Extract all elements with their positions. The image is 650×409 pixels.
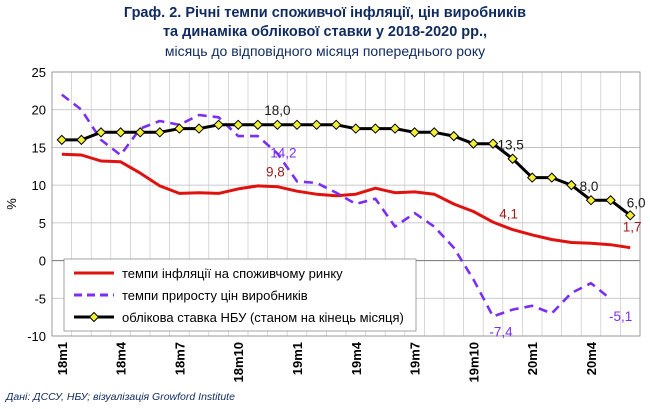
rate-marker xyxy=(272,119,283,131)
data-label: 18,0 xyxy=(264,103,290,118)
y-tick-label: 0 xyxy=(39,254,46,269)
rate-marker xyxy=(311,119,322,131)
cpi-line xyxy=(61,152,631,250)
rate-marker xyxy=(56,134,68,146)
rate-marker xyxy=(526,172,538,183)
data-label: 1,7 xyxy=(623,220,642,235)
rate-marker xyxy=(507,153,518,164)
x-tick-label: 19m4 xyxy=(349,341,364,375)
rate-marker xyxy=(174,123,185,134)
rate-marker xyxy=(389,123,401,134)
rate-marker xyxy=(585,195,597,206)
legend-label: облікова ставка НБУ (станом на кінець мі… xyxy=(122,310,404,325)
rate-marker xyxy=(252,119,264,131)
x-tick-label: 18m1 xyxy=(55,342,70,375)
x-tick-label: 19m10 xyxy=(466,342,481,382)
legend-label: темпи приросту цін виробників xyxy=(122,288,308,303)
legend: темпи інфляції на споживчому ринку темпи … xyxy=(63,258,417,332)
rate-marker xyxy=(193,123,205,134)
rate-marker xyxy=(566,179,577,191)
data-label: 14,2 xyxy=(270,145,296,160)
rate-marker xyxy=(95,127,107,138)
rate-marker xyxy=(409,127,420,138)
x-tick-label: 20m1 xyxy=(525,342,540,375)
x-tick-label: 19m7 xyxy=(408,342,423,375)
x-tick-label: 20m4 xyxy=(584,341,599,375)
rate-marker xyxy=(468,138,479,149)
rate-marker xyxy=(370,123,381,134)
rate-marker xyxy=(487,138,499,149)
rate-marker xyxy=(350,123,362,134)
rate-marker xyxy=(428,127,440,138)
data-label: 9,8 xyxy=(266,165,285,180)
data-label: -7,4 xyxy=(489,324,513,339)
chart-title-line-1: Граф. 2. Річні темпи споживчої інфляції,… xyxy=(123,5,527,21)
x-tick-label: 18m7 xyxy=(172,342,187,375)
x-tick-label: 18m4 xyxy=(114,341,129,375)
chart-title-line-2: та динаміка облікової ставки у 2018-2020… xyxy=(162,24,488,40)
axes: -10 -5 0 5 10 15 20 25 18m1 18m4 18m7 18m10 19m1 19m4… xyxy=(4,65,641,382)
legend-label: темпи інфляції на споживчому ринку xyxy=(122,266,343,281)
rate-marker xyxy=(448,130,460,142)
data-label: 4,1 xyxy=(499,207,518,222)
rate-marker xyxy=(134,127,146,138)
y-tick-label: -10 xyxy=(27,329,46,344)
rate-marker xyxy=(546,172,558,183)
rate-marker xyxy=(76,134,87,146)
rate-marker xyxy=(624,210,636,221)
data-label: 8,0 xyxy=(580,179,599,194)
y-tick-label: 15 xyxy=(32,140,46,155)
y-tick-label: 10 xyxy=(32,178,46,193)
rate-marker xyxy=(605,195,616,206)
legend-box xyxy=(63,258,417,332)
rate-marker xyxy=(232,119,244,131)
ppi-line xyxy=(61,93,612,318)
data-label: 6,0 xyxy=(627,195,646,210)
legend-marker xyxy=(88,311,100,323)
series-lines xyxy=(56,93,636,318)
x-tick-label: 19m1 xyxy=(290,342,305,375)
data-labels: 18,0 13,5 8,0 6,0 14,2 -7,4 -5,1 9,8 4,1 1,7 xyxy=(264,103,645,340)
data-label: 13,5 xyxy=(497,138,523,153)
y-tick-label: -5 xyxy=(34,291,46,306)
source-note: Дані: ДССУ, НБУ; візуалізація Growford I… xyxy=(6,391,235,403)
rate-marker xyxy=(330,119,342,131)
y-axis-label: % xyxy=(4,198,19,210)
plot-border xyxy=(51,71,641,337)
y-tick-label: 5 xyxy=(39,216,46,231)
rate-marker xyxy=(213,119,224,131)
y-tick-label: 20 xyxy=(32,103,46,118)
rate-marker xyxy=(154,127,166,138)
chart-subtitle: місяць до відповідного місяця попередньо… xyxy=(164,43,486,59)
rate-marker xyxy=(291,119,303,131)
data-label: -5,1 xyxy=(609,309,632,324)
y-tick-label: 25 xyxy=(32,65,46,80)
rate-marker xyxy=(115,127,126,138)
x-tick-label: 18m10 xyxy=(231,342,246,382)
